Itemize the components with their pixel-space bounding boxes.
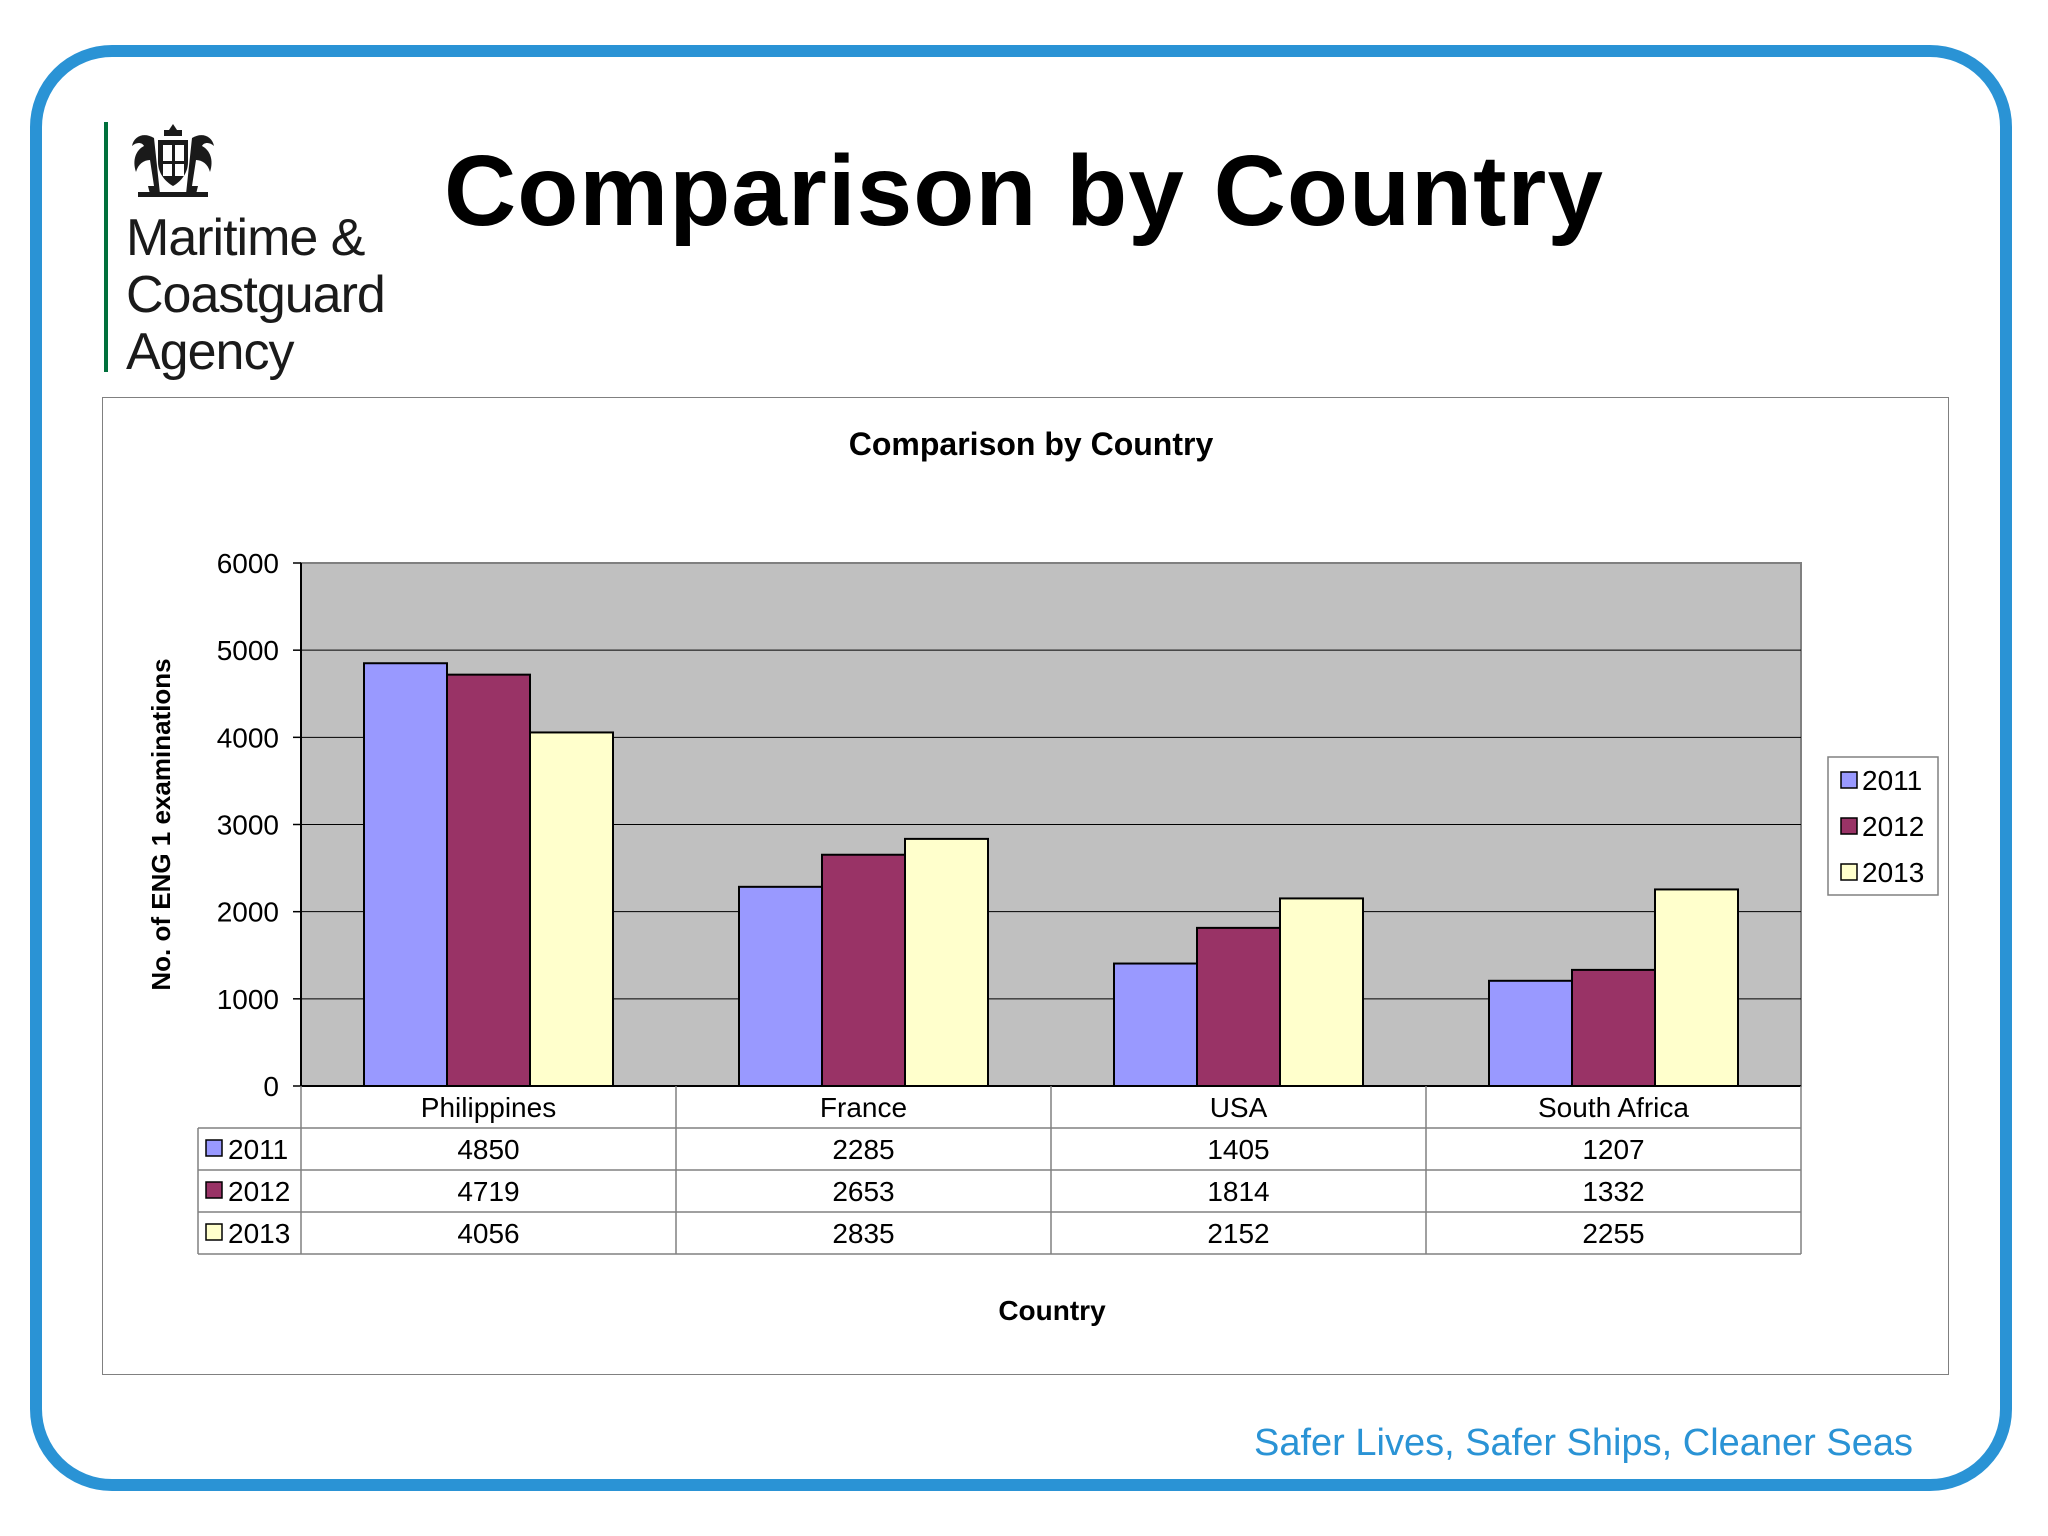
legend-label: 2013 (1862, 857, 1924, 888)
data-label: 4850 (457, 1134, 519, 1165)
table-series-label: 2012 (228, 1176, 290, 1207)
table-series-label: 2011 (228, 1134, 288, 1165)
data-label: 2835 (832, 1218, 894, 1249)
bar-2011-south-africa (1488, 979, 1573, 1088)
data-label: 1814 (1207, 1176, 1269, 1207)
data-label: 2152 (1207, 1218, 1269, 1249)
chart-title: Comparison by Country (849, 426, 1214, 462)
org-name-line: Agency (126, 323, 294, 381)
y-tick-label: 6000 (217, 548, 279, 579)
bar-2013-philippines (529, 731, 614, 1087)
legend-swatch (1840, 771, 1858, 789)
y-tick-label: 2000 (217, 897, 279, 928)
bar-2012-south-africa (1571, 968, 1656, 1087)
legend-label: 2011 (1862, 765, 1922, 796)
table-legend-key (205, 1139, 223, 1157)
y-tick-label: 1000 (217, 984, 279, 1015)
org-name-line: Maritime & (126, 209, 365, 267)
data-label: 4719 (457, 1176, 519, 1207)
data-label: 1405 (1207, 1134, 1269, 1165)
chart-container: Comparison by Country 0 1000 2000 3000 4000 50… (102, 397, 1949, 1375)
data-label: 1332 (1582, 1176, 1644, 1207)
x-axis-label: Country (998, 1295, 1106, 1326)
x-category-label: Philippines (421, 1092, 556, 1123)
y-tick-label: 4000 (217, 722, 279, 753)
bar-2012-usa (1196, 926, 1281, 1087)
bar-chart: Comparison by Country 0 1000 2000 3000 4000 50… (146, 426, 1939, 1326)
y-tick-label: 0 (263, 1071, 279, 1102)
data-label: 4056 (457, 1218, 519, 1249)
legend-label: 2012 (1862, 811, 1924, 842)
table-series-label: 2013 (228, 1218, 290, 1249)
y-tick-label: 5000 (217, 635, 279, 666)
royal-coat-of-arms-icon (124, 122, 222, 207)
bar-2011-usa (1113, 962, 1198, 1087)
data-label: 2653 (832, 1176, 894, 1207)
slide-title: Comparison by Country (444, 135, 1604, 247)
bar-2013-usa (1279, 897, 1364, 1087)
x-category-label: France (820, 1092, 907, 1123)
x-category-label: South Africa (1538, 1092, 1689, 1123)
logo-divider (104, 122, 108, 372)
bar-2012-philippines (446, 673, 531, 1087)
data-label: 2255 (1582, 1218, 1644, 1249)
x-category-label: USA (1210, 1092, 1268, 1123)
org-name-line: Coastguard (126, 266, 386, 324)
table-legend-key (205, 1223, 223, 1241)
bar-2012-france (821, 853, 906, 1087)
bar-2013-france (904, 837, 989, 1087)
table-legend-key (205, 1181, 223, 1199)
bar-2013-south-africa (1654, 888, 1739, 1088)
y-tick-label: 3000 (217, 810, 279, 841)
legend-swatch (1840, 863, 1858, 881)
bar-2011-philippines (363, 662, 448, 1087)
data-label: 1207 (1582, 1134, 1644, 1165)
data-label: 2285 (832, 1134, 894, 1165)
legend-swatch (1840, 817, 1858, 835)
y-axis-label: No. of ENG 1 examinations (146, 658, 176, 990)
tagline: Safer Lives, Safer Ships, Cleaner Seas (1253, 1422, 1913, 1464)
organisation-name: Maritime & Coastguard Agency (126, 209, 386, 381)
bar-2011-france (738, 885, 823, 1087)
